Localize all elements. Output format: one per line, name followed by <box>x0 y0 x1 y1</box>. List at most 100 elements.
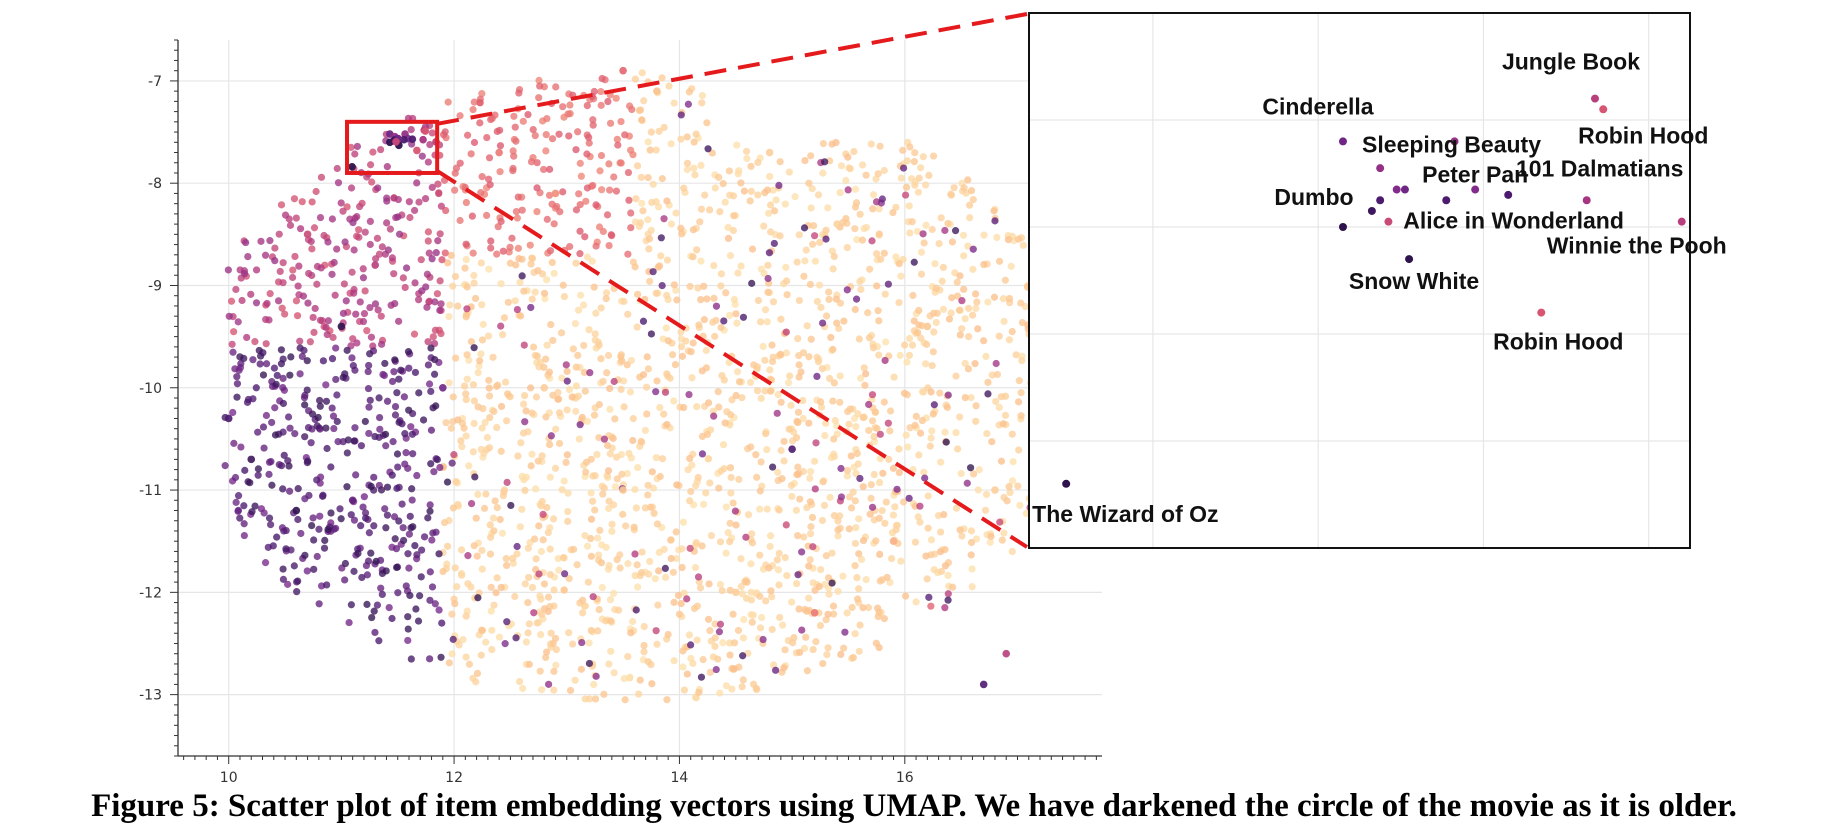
data-point <box>497 402 506 411</box>
data-point <box>279 485 287 493</box>
data-point <box>560 292 568 301</box>
data-point <box>859 536 868 545</box>
data-point <box>850 147 858 156</box>
data-point <box>564 507 572 516</box>
data-point <box>315 525 323 533</box>
data-point <box>734 626 743 635</box>
data-point <box>435 189 443 198</box>
data-point <box>699 500 708 508</box>
data-point <box>519 117 527 125</box>
data-point <box>842 214 850 223</box>
data-point <box>353 142 361 151</box>
data-point <box>576 227 584 235</box>
data-point <box>427 426 436 434</box>
data-point <box>574 351 582 360</box>
data-point <box>431 298 439 306</box>
data-point <box>513 542 521 551</box>
data-point <box>625 196 633 204</box>
data-point <box>654 601 662 609</box>
data-point <box>533 184 541 192</box>
data-point <box>468 212 476 220</box>
data-point <box>465 660 474 668</box>
data-point <box>687 348 695 356</box>
data-point <box>631 571 639 580</box>
data-point <box>884 419 892 427</box>
data-point <box>852 423 860 431</box>
data-point <box>339 373 347 381</box>
data-point <box>532 393 541 401</box>
data-point <box>910 258 918 266</box>
data-point <box>653 87 661 95</box>
data-point <box>604 351 613 360</box>
data-point <box>640 622 648 631</box>
data-point <box>487 244 495 252</box>
data-point <box>356 298 364 306</box>
data-point <box>510 152 518 160</box>
data-point <box>851 497 859 505</box>
inset-point <box>1471 185 1480 194</box>
data-point <box>462 432 470 440</box>
data-point <box>630 523 638 531</box>
data-point <box>1000 317 1008 325</box>
data-point <box>750 361 758 369</box>
data-point <box>477 259 485 267</box>
data-point <box>706 668 714 676</box>
data-point <box>830 610 838 618</box>
data-point <box>428 183 436 192</box>
data-point <box>677 135 685 143</box>
data-point <box>546 165 554 173</box>
data-point <box>793 580 801 588</box>
data-point <box>590 283 598 291</box>
data-point <box>225 312 233 320</box>
data-point <box>594 627 602 635</box>
data-point <box>265 470 273 478</box>
data-point <box>452 354 460 362</box>
data-point <box>470 98 478 106</box>
data-point <box>766 366 774 374</box>
data-point <box>462 240 470 248</box>
data-point <box>328 215 336 223</box>
data-point <box>693 403 701 411</box>
data-point <box>560 586 568 594</box>
data-point <box>236 353 244 361</box>
data-point <box>649 180 657 188</box>
data-point <box>463 131 472 139</box>
data-point <box>519 429 528 437</box>
data-point <box>536 358 544 366</box>
data-point <box>333 417 341 426</box>
data-point <box>972 304 980 313</box>
data-point <box>404 348 413 356</box>
data-point <box>343 346 351 354</box>
data-point <box>596 526 604 534</box>
data-point <box>564 517 572 525</box>
data-point <box>371 261 379 269</box>
data-point <box>591 506 599 514</box>
data-point <box>324 525 332 534</box>
zoom-highlight-box <box>345 119 440 175</box>
data-point <box>529 343 538 351</box>
data-point <box>432 249 440 257</box>
data-point <box>358 573 366 582</box>
data-point <box>357 522 365 530</box>
data-point <box>864 603 873 612</box>
data-point <box>413 471 421 480</box>
data-point <box>460 424 468 432</box>
data-point <box>492 589 500 597</box>
data-point <box>377 145 385 154</box>
data-point <box>660 123 668 132</box>
data-point <box>778 475 786 483</box>
data-point <box>597 304 605 312</box>
data-point <box>454 302 462 310</box>
data-point <box>649 268 657 276</box>
data-point <box>718 371 726 380</box>
data-point <box>806 280 815 289</box>
data-point <box>395 517 403 525</box>
data-point <box>795 361 803 369</box>
data-point <box>580 341 588 350</box>
data-point <box>807 523 815 531</box>
data-point <box>916 518 924 526</box>
data-point <box>470 138 479 147</box>
data-point <box>782 521 790 529</box>
data-point <box>780 437 788 446</box>
data-point <box>742 594 751 602</box>
